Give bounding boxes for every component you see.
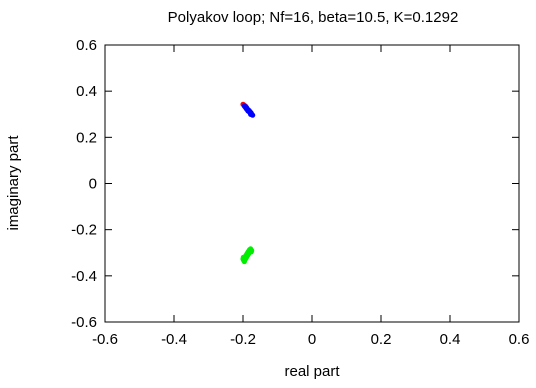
y-tick-label: 0.2 (76, 129, 97, 146)
x-tick-label: 0.4 (440, 331, 461, 348)
x-axis-label: real part (284, 363, 340, 380)
x-axis-ticks: -0.6 -0.4 -0.2 0 0.2 0.4 0.6 (92, 45, 529, 348)
data-points (240, 101, 256, 265)
y-tick-label: -0.6 (71, 314, 97, 331)
x-tick-label: -0.4 (161, 331, 187, 348)
plot-frame (104, 44, 520, 323)
y-tick-label: 0.4 (76, 83, 97, 100)
x-tick-label: 0.6 (509, 331, 530, 348)
data-point (240, 254, 246, 260)
y-axis-label: imaginary part (5, 135, 22, 231)
y-tick-label: -0.4 (71, 268, 97, 285)
x-tick-label: 0.2 (371, 331, 392, 348)
y-axis-ticks: -0.6 -0.4 -0.2 0 0.2 0.4 0.6 (71, 37, 519, 331)
x-tick-label: -0.6 (92, 331, 118, 348)
x-tick-label: 0 (308, 331, 316, 348)
data-point (249, 111, 255, 117)
x-tick-label: -0.2 (230, 331, 256, 348)
y-tick-label: 0 (89, 176, 97, 193)
data-point (249, 247, 255, 254)
chart-title: Polyakov loop; Nf=16, beta=10.5, K=0.129… (168, 9, 459, 26)
y-tick-label: -0.2 (71, 222, 97, 239)
y-tick-label: 0.6 (76, 37, 97, 54)
